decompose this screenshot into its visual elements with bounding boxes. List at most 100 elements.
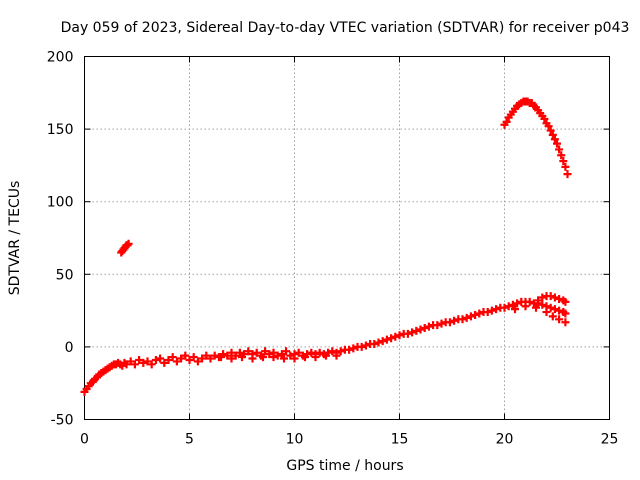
data-point — [172, 357, 181, 366]
series-isolated-arc — [117, 239, 133, 257]
data-point — [387, 334, 396, 343]
data-point — [546, 126, 555, 135]
data-point — [487, 306, 496, 315]
data-point — [259, 353, 267, 362]
data-point — [555, 315, 564, 324]
data-point — [550, 305, 559, 314]
data-point — [504, 302, 513, 311]
data-point — [395, 331, 404, 340]
data-point — [282, 347, 291, 356]
data-point — [147, 360, 156, 369]
y-axis-label: SDTVAR / TECUs — [7, 181, 23, 296]
data-point — [538, 293, 547, 302]
data-point — [124, 239, 133, 248]
data-point — [198, 354, 207, 363]
y-tick-label: 150 — [47, 122, 74, 138]
data-point — [311, 353, 320, 362]
data-point — [433, 321, 442, 330]
data-point — [217, 353, 225, 362]
data-point — [181, 351, 190, 360]
data-point — [420, 324, 429, 333]
data-point — [513, 299, 522, 308]
data-point — [143, 357, 152, 366]
data-point — [403, 329, 412, 338]
data-point — [424, 322, 433, 331]
y-tick-labels: -50 0 50 100 150 200 — [47, 50, 74, 429]
data-point — [555, 294, 564, 303]
x-tick-label: 0 — [80, 432, 89, 448]
data-point — [532, 303, 540, 312]
data-point — [156, 354, 165, 363]
data-point — [370, 339, 379, 348]
series-high-arc — [500, 97, 572, 179]
data-point — [500, 303, 509, 312]
data-point — [244, 347, 253, 356]
data-point — [277, 350, 286, 359]
data-point — [290, 354, 299, 363]
data-point — [555, 145, 564, 154]
data-point — [122, 360, 131, 369]
data-point — [130, 360, 139, 369]
data-point — [265, 350, 274, 359]
data-point — [252, 348, 261, 357]
data-point — [135, 355, 144, 364]
chart-title: Day 059 of 2023, Sidereal Day-to-day VTE… — [61, 20, 630, 36]
data-point — [202, 351, 211, 360]
data-point — [151, 355, 160, 364]
data-point — [269, 353, 278, 362]
data-point — [508, 300, 517, 309]
y-tick-label: 50 — [56, 267, 74, 283]
data-point — [544, 122, 553, 131]
data-point — [511, 305, 519, 314]
x-tick-label: 20 — [496, 432, 514, 448]
y-tick-label: -50 — [51, 413, 74, 429]
data-point — [301, 353, 309, 362]
data-point — [223, 351, 232, 360]
data-point — [177, 354, 186, 363]
x-tick-label: 25 — [601, 432, 619, 448]
data-point — [261, 347, 270, 356]
data-point — [521, 302, 530, 311]
x-tick-labels: 0 5 10 15 20 25 — [80, 432, 618, 448]
data-point — [540, 114, 549, 123]
y-tick-label: 100 — [47, 195, 74, 211]
data-point — [332, 351, 341, 360]
data-point — [534, 296, 543, 305]
data-point — [437, 319, 446, 328]
data-point — [471, 310, 480, 319]
data-point — [412, 326, 421, 335]
data-point — [391, 332, 400, 341]
data-point — [231, 351, 240, 360]
data-point — [538, 300, 547, 309]
data-point — [548, 312, 557, 321]
data-point — [307, 348, 316, 357]
data-point — [561, 297, 570, 306]
data-point — [408, 328, 417, 337]
data-point — [361, 341, 370, 350]
data-point — [548, 130, 557, 139]
data-point — [160, 358, 169, 367]
data-point — [458, 315, 467, 324]
data-point — [315, 348, 324, 357]
x-tick-label: 10 — [286, 432, 304, 448]
data-point — [483, 308, 492, 317]
data-point — [349, 344, 358, 353]
data-point — [561, 309, 570, 318]
data-point — [542, 308, 551, 317]
series-lower-branch — [217, 302, 570, 363]
data-point — [462, 313, 471, 322]
data-point — [248, 354, 257, 363]
data-point — [336, 347, 345, 356]
data-point — [235, 348, 244, 357]
series-upper-branch — [534, 292, 570, 306]
y-tick-label: 0 — [65, 340, 74, 356]
data-point — [563, 170, 572, 179]
data-point — [206, 354, 215, 363]
series-main-trace — [80, 297, 570, 396]
data-point — [168, 353, 177, 362]
x-tick-label: 15 — [391, 432, 409, 448]
data-point — [378, 337, 387, 346]
data-points — [80, 97, 572, 396]
data-point — [546, 292, 555, 301]
data-point — [193, 357, 202, 366]
